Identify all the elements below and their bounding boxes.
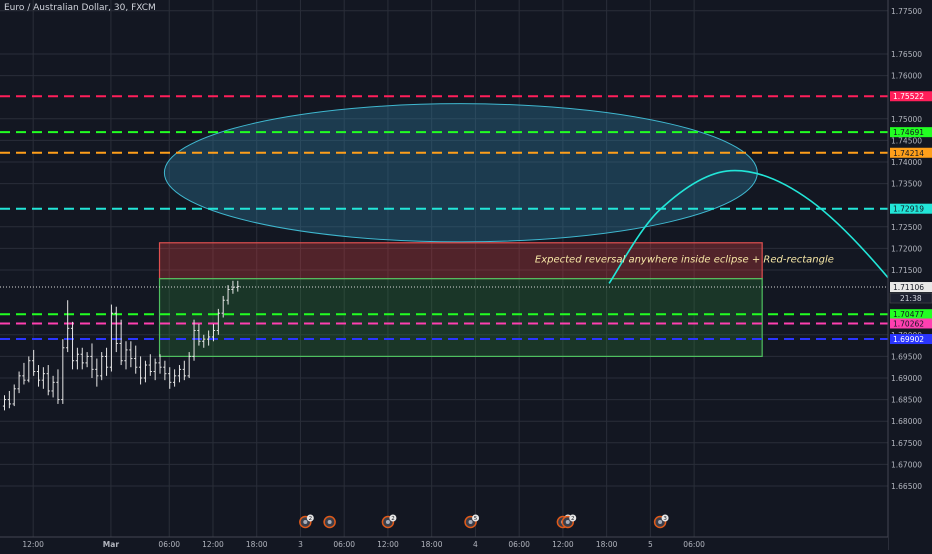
time-axis-label: 06:00 xyxy=(683,540,705,549)
time-axis-label: 06:00 xyxy=(333,540,355,549)
time-axis-label: 3 xyxy=(298,540,303,549)
price-axis-label: 1.69500 xyxy=(891,352,922,361)
time-axis xyxy=(0,537,888,550)
level-price-tag xyxy=(890,147,932,158)
time-axis-label: 18:00 xyxy=(421,540,443,549)
price-axis-label: 1.68500 xyxy=(891,396,922,405)
level-price-tag-label: 1.70262 xyxy=(893,319,924,328)
price-axis-label: 1.66500 xyxy=(891,482,922,491)
reversal-ellipse xyxy=(163,103,758,243)
event-marker-badge-label: 2 xyxy=(391,516,395,522)
price-axis-label: 1.76000 xyxy=(891,72,922,81)
last-price-tag xyxy=(890,282,932,293)
level-price-tag-label: 1.70477 xyxy=(893,310,924,319)
event-marker-core xyxy=(327,520,332,524)
level-price-tag xyxy=(890,127,932,138)
time-axis-label: 18:00 xyxy=(246,540,268,549)
price-axis-label: 1.77500 xyxy=(891,7,922,16)
countdown-tag xyxy=(889,292,932,304)
time-axis-label: 4 xyxy=(473,540,478,549)
level-price-tag xyxy=(890,309,932,320)
price-axis-label: 1.75000 xyxy=(891,115,922,124)
price-axis-label: 1.74000 xyxy=(891,158,922,167)
price-axis-label: 1.68000 xyxy=(891,417,922,426)
price-axis-label: 1.76500 xyxy=(891,50,922,59)
time-axis-label: 12:00 xyxy=(22,540,44,549)
price-axis-label: 1.74500 xyxy=(891,136,922,145)
time-axis-label: 06:00 xyxy=(508,540,530,549)
level-price-tag xyxy=(890,203,932,214)
event-marker-core xyxy=(658,520,663,524)
annotation-text: Expected reversal anywhere inside eclips… xyxy=(535,255,834,266)
price-axis-label: 1.71500 xyxy=(891,266,922,275)
level-price-tag-label: 1.74691 xyxy=(893,128,924,137)
event-marker-badge xyxy=(661,514,669,522)
price-axis-label: 1.67500 xyxy=(891,439,922,448)
time-axis-label: 5 xyxy=(648,540,653,549)
event-marker-core xyxy=(468,520,473,524)
level-price-tag-label: 1.74214 xyxy=(893,149,924,158)
red-rectangle xyxy=(158,242,763,280)
event-marker-badge xyxy=(569,514,577,522)
level-price-tag-label: 1.75522 xyxy=(893,92,924,101)
level-price-tag-label: 1.72919 xyxy=(893,205,924,214)
event-marker-badge-label: 2 xyxy=(309,516,313,522)
event-marker-badge xyxy=(306,514,314,522)
price-axis-label: 1.72000 xyxy=(891,244,922,253)
event-marker-badge xyxy=(389,514,397,522)
last-price-tag-label: 1.71106 xyxy=(893,283,924,292)
price-axis-label: 1.72500 xyxy=(891,223,922,232)
time-axis-label: 06:00 xyxy=(158,540,180,549)
price-axis-label: 1.73500 xyxy=(891,180,922,189)
price-axis-label: 1.69000 xyxy=(891,374,922,383)
time-axis-label: 12:00 xyxy=(202,540,224,549)
time-axis-label: 18:00 xyxy=(596,540,618,549)
level-price-tag xyxy=(890,91,932,102)
time-axis-label: 12:00 xyxy=(377,540,399,549)
level-price-tag-label: 1.69902 xyxy=(893,335,924,344)
chart-title: Euro / Australian Dollar, 30, FXCM xyxy=(4,3,156,13)
event-marker-badge-label: 2 xyxy=(571,516,575,522)
level-price-tag xyxy=(890,318,932,329)
level-price-tag xyxy=(890,334,932,345)
price-axis-label: 1.67000 xyxy=(891,460,922,469)
green-rectangle xyxy=(158,278,763,358)
event-marker-core xyxy=(303,520,308,524)
time-axis-label: 12:00 xyxy=(552,540,574,549)
event-marker-core xyxy=(565,520,570,524)
event-marker-badge-label: 3 xyxy=(663,516,667,522)
event-marker-badge-label: 5 xyxy=(474,516,478,522)
event-marker-badge xyxy=(472,514,480,522)
countdown-label: 21:38 xyxy=(900,294,922,303)
time-axis-label: Mar xyxy=(103,540,120,549)
event-marker-core xyxy=(385,520,390,524)
